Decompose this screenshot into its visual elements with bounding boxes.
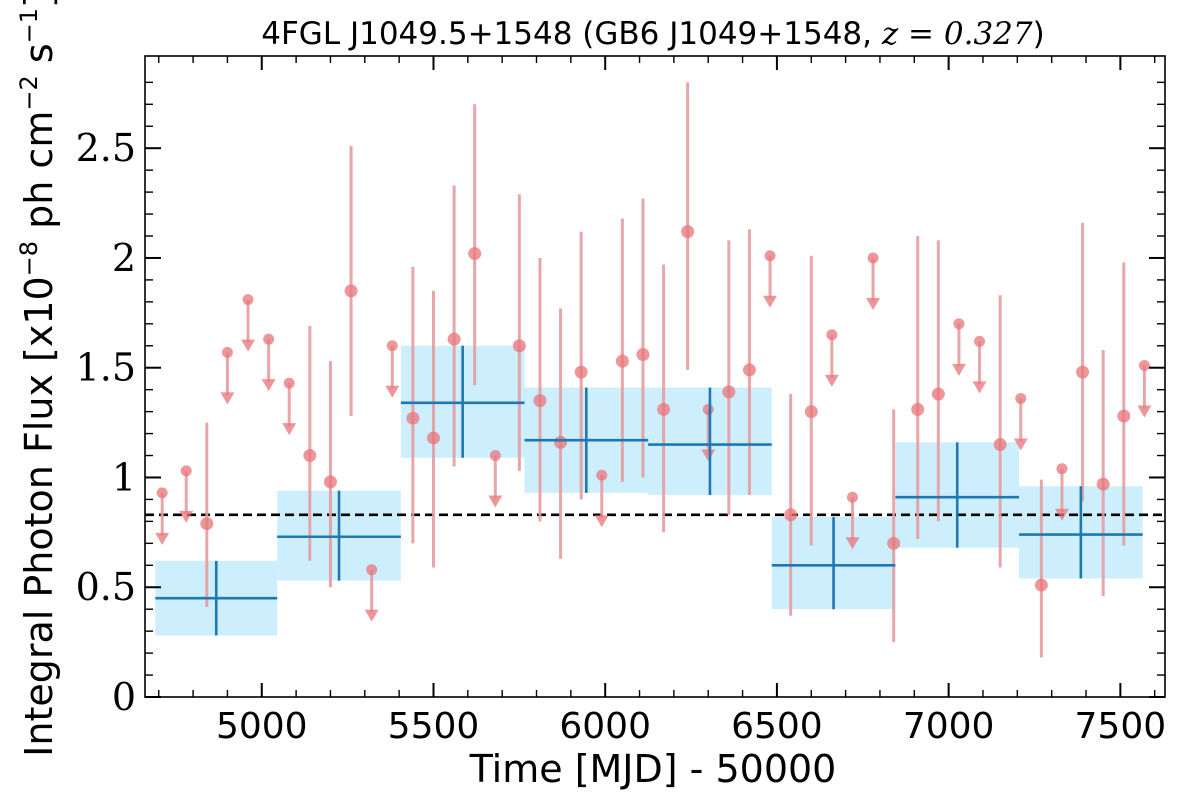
upper-limit-arrow-0: [155, 532, 170, 545]
upper-limit-point-18: [1056, 463, 1068, 475]
upper-limit-point-2: [221, 346, 233, 358]
y-label-mid-2: s: [17, 43, 61, 75]
data-point-1: [303, 449, 317, 463]
y-tick-label: 2.5: [76, 126, 136, 170]
data-point-23: [993, 438, 1007, 452]
upper-limit-point-9: [596, 469, 608, 481]
y-label-exp-2: −2: [15, 75, 43, 110]
y-axis-label: Integral Photon Flux [x10−8 ph cm−2 s−1]: [15, 0, 61, 757]
upper-limit-point-1: [180, 465, 192, 477]
y-tick-label: 1: [112, 455, 136, 499]
upper-limit-arrow-10: [701, 449, 716, 462]
chart-title: 4FGL J1049.5+1548 (GB6 J1049+1548, z = 0…: [261, 16, 1044, 52]
data-point-11: [574, 365, 588, 379]
chart-title-prefix: 4FGL J1049.5+1548 (GB6 J1049+1548,: [261, 16, 882, 52]
y-label-prefix: Integral Photon Flux [x10: [17, 276, 61, 757]
y-tick-label: 0.5: [76, 565, 136, 609]
data-point-4: [406, 411, 420, 425]
upper-limit-point-19: [1138, 360, 1150, 372]
upper-limit-point-7: [386, 340, 398, 352]
upper-limit-point-4: [263, 333, 275, 345]
upper-limit-point-14: [867, 252, 879, 264]
x-tick-label: 5000: [216, 706, 308, 747]
data-point-7: [468, 247, 482, 261]
upper-limit-arrow-1: [179, 510, 194, 523]
data-point-3: [344, 284, 358, 298]
data-point-2: [323, 475, 337, 489]
y-label-exp-3: −1: [15, 8, 43, 43]
upper-limit-point-12: [846, 491, 858, 503]
x-tick-label: 6500: [731, 706, 823, 747]
upper-limit-arrow-12: [845, 537, 860, 550]
data-point-22: [931, 387, 945, 401]
data-point-25: [1076, 365, 1090, 379]
upper-limit-arrow-13: [824, 374, 839, 387]
data-point-13: [636, 348, 650, 362]
data-point-10: [554, 435, 568, 449]
upper-limit-point-6: [366, 564, 378, 576]
y-label-mid: ph cm: [17, 111, 61, 241]
data-point-18: [784, 508, 798, 522]
upper-limit-arrow-7: [385, 385, 400, 398]
chart-title-suffix: ): [1033, 16, 1045, 52]
upper-limit-point-15: [953, 318, 965, 330]
data-point-14: [657, 402, 671, 416]
upper-limit-point-5: [283, 377, 295, 389]
upper-limit-arrow-9: [594, 515, 609, 528]
x-tick-label: 6000: [559, 706, 651, 747]
upper-limit-arrow-19: [1137, 405, 1152, 418]
x-axis-label: Time [MJD] - 50000: [469, 747, 837, 791]
y-tick-label: 2: [112, 236, 136, 280]
upper-limit-arrow-4: [261, 379, 276, 392]
data-point-17: [742, 363, 756, 377]
upper-limit-point-3: [242, 294, 254, 306]
data-point-8: [512, 339, 526, 353]
data-point-9: [533, 394, 547, 408]
upper-limit-arrow-14: [866, 297, 881, 310]
data-point-0: [200, 517, 214, 531]
upper-limit-arrow-11: [763, 295, 778, 308]
data-point-21: [911, 402, 925, 416]
upper-limit-arrow-3: [241, 339, 256, 352]
upper-limit-arrow-6: [364, 609, 379, 622]
upper-limit-point-8: [489, 450, 501, 462]
y-tick-label: 0: [112, 675, 136, 719]
upper-limit-arrow-5: [282, 423, 297, 436]
x-tick-label: 7000: [903, 706, 995, 747]
data-point-26: [1096, 477, 1110, 491]
x-tick-label: 5500: [388, 706, 480, 747]
x-tick-label: 7500: [1075, 706, 1167, 747]
data-point-6: [447, 332, 461, 346]
upper-limit-arrow-2: [220, 392, 235, 405]
y-label-suffix: ]: [17, 0, 61, 8]
upper-limit-arrow-18: [1054, 508, 1069, 521]
data-point-12: [615, 354, 629, 368]
upper-limit-arrow-8: [488, 495, 503, 508]
upper-limit-point-0: [156, 487, 168, 499]
data-point-20: [887, 536, 901, 550]
upper-limit-arrow-17: [1013, 438, 1028, 451]
upper-limit-point-11: [764, 250, 776, 262]
upper-limit-point-16: [974, 335, 986, 347]
upper-limit-point-17: [1015, 392, 1027, 404]
upper-limit-arrow-16: [972, 381, 987, 394]
data-point-16: [722, 385, 736, 399]
y-tick-label: 1.5: [76, 346, 136, 390]
data-point-5: [426, 431, 440, 445]
y-label-exp-1: −8: [15, 241, 43, 276]
data-point-27: [1117, 409, 1131, 423]
data-point-19: [804, 405, 818, 419]
upper-limit-arrow-15: [951, 363, 966, 376]
chart-title-math: z = 0.327: [881, 16, 1033, 52]
data-point-15: [681, 225, 695, 239]
upper-limit-point-13: [826, 329, 838, 341]
upper-limit-point-10: [702, 403, 714, 415]
plot-frame: [144, 55, 1166, 698]
plot-area: 5000 5500 6000 6500 7000 7500 0 0.5 1 1.5 2 2.5: [76, 55, 1167, 747]
data-point-24: [1034, 578, 1048, 592]
